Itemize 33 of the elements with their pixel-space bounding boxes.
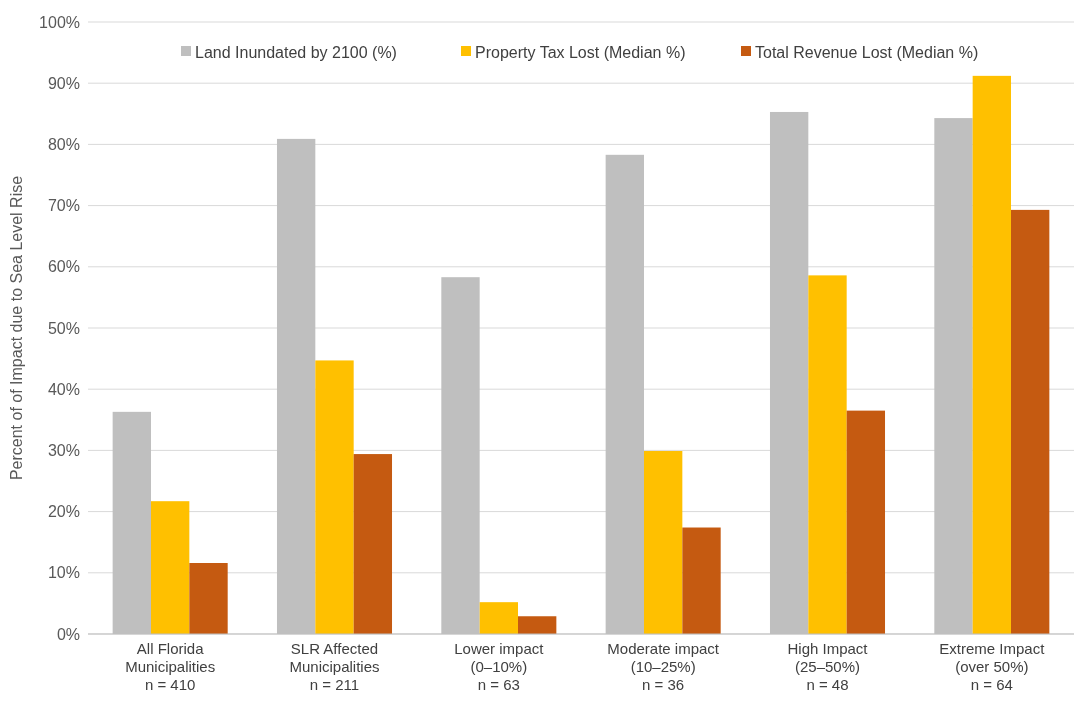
y-tick-label: 80% [47, 136, 80, 153]
y-tick-label: 30% [47, 442, 80, 459]
bar [150, 501, 190, 634]
legend-label: Property Tax Lost (Median %) [475, 43, 686, 61]
bar [846, 410, 886, 634]
bar [1011, 209, 1050, 634]
y-tick-label: 0% [56, 625, 80, 643]
y-tick-label: 100% [39, 13, 80, 31]
x-tick-label: All Florida Municipalities n = 410 [125, 640, 216, 693]
bar [315, 360, 354, 634]
bar [518, 616, 557, 634]
x-tick-label: Moderate impact (10–25%) n = 36 [607, 640, 720, 693]
y-tick-label: 50% [47, 319, 80, 337]
y-tick-label: 60% [47, 258, 80, 276]
x-tick-label: Lower impact (0–10%) n = 63 [454, 640, 545, 693]
x-tick-label: SLR Affected Municipalities n = 211 [289, 640, 380, 693]
x-tick-label: High Impact (25–50%) n = 48 [787, 640, 869, 693]
bar [479, 602, 519, 634]
bar [682, 527, 721, 634]
legend-label: Land Inundated by 2100 (%) [195, 43, 397, 61]
y-tick-label: 90% [47, 74, 80, 92]
bar [808, 275, 847, 634]
y-tick-label: 40% [47, 380, 80, 398]
bar [189, 563, 228, 634]
bar [643, 451, 683, 634]
bar [353, 454, 393, 634]
x-tick-label: Extreme Impact (over 50%) n = 64 [939, 640, 1046, 693]
legend-label: Total Revenue Lost (Median %) [755, 43, 979, 61]
y-tick-label: 10% [47, 564, 80, 582]
y-tick-label: 70% [47, 197, 80, 215]
y-axis-title: Percent of of Impact due to Sea Level Rise [8, 175, 25, 481]
bar [972, 75, 1012, 634]
y-tick-label: 20% [47, 503, 80, 521]
